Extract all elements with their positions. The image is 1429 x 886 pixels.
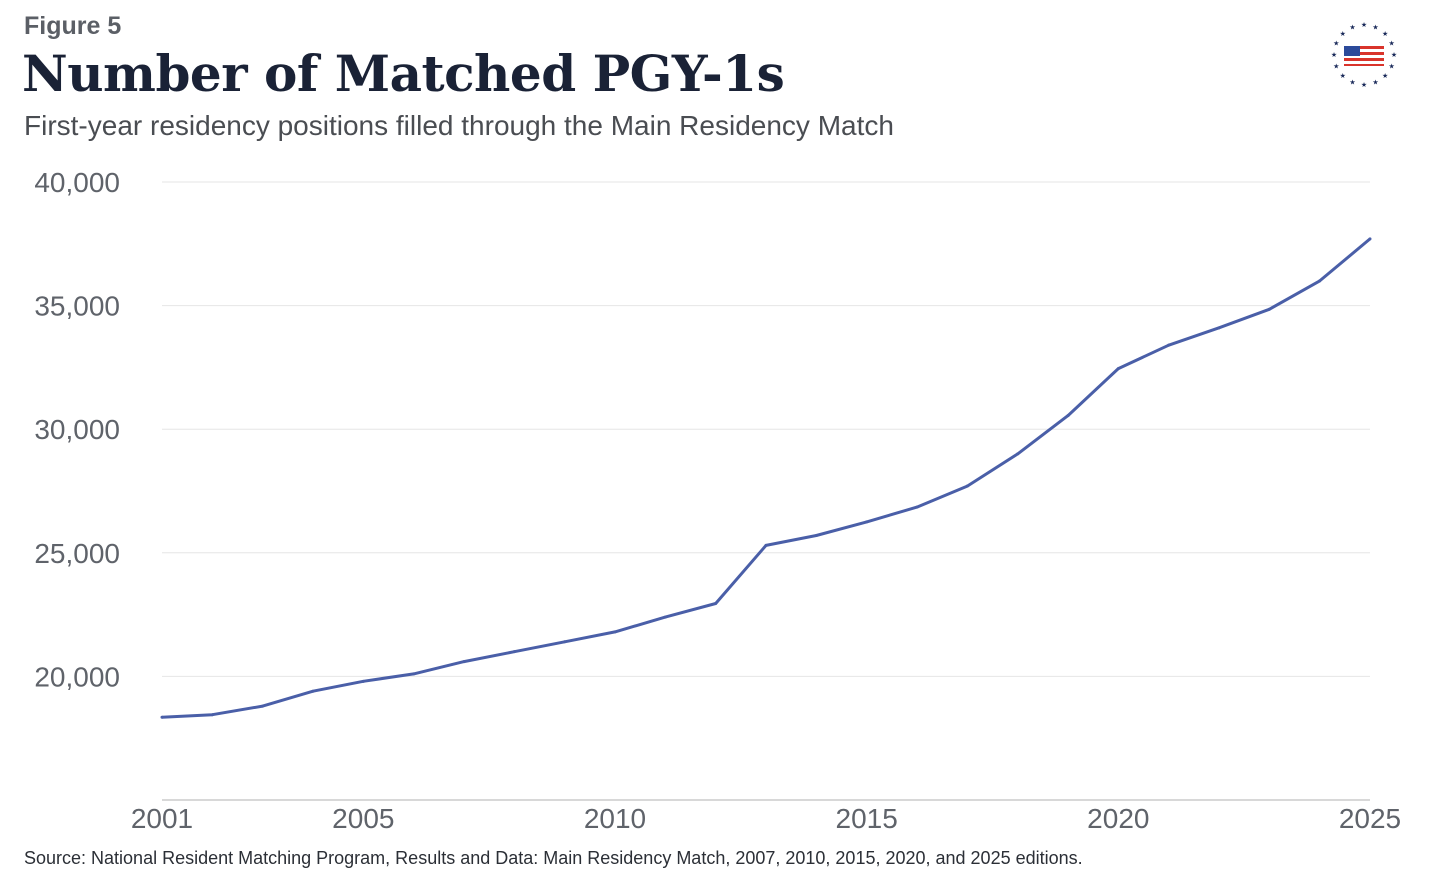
series-points	[160, 237, 1372, 719]
data-point	[512, 650, 516, 654]
star-icon: ★	[1349, 23, 1355, 31]
y-tick-label: 40,000	[34, 167, 120, 198]
data-point	[311, 689, 315, 693]
data-point	[1267, 307, 1271, 311]
data-point	[663, 615, 667, 619]
data-point	[412, 672, 416, 676]
star-icon: ★	[1391, 51, 1397, 59]
x-tick-label: 2001	[131, 803, 193, 834]
star-icon: ★	[1389, 63, 1395, 71]
data-point	[1318, 279, 1322, 283]
star-icon: ★	[1333, 63, 1339, 71]
y-tick-label: 25,000	[34, 538, 120, 569]
x-tick-label: 2025	[1339, 803, 1401, 834]
data-point	[462, 660, 466, 664]
x-axis-ticks: 2001 2005 2010 2015 2020 2025	[131, 803, 1401, 834]
data-point	[361, 679, 365, 683]
series-line	[161, 237, 1371, 719]
logo-stars: ★ ★★★★★★★★★★★★★★★	[1331, 21, 1397, 88]
flag-icon	[1344, 46, 1384, 66]
data-point	[1217, 326, 1221, 330]
y-axis-ticks: 20,000 25,000 30,000 35,000 40,000	[34, 167, 120, 692]
data-point	[965, 484, 969, 488]
data-point	[764, 543, 768, 547]
data-point	[1066, 414, 1070, 418]
figure-label: Figure 5	[24, 12, 122, 40]
star-icon: ★	[1340, 72, 1346, 80]
data-point	[160, 715, 164, 719]
star-icon: ★	[1361, 81, 1367, 88]
data-point	[915, 505, 919, 509]
y-tick-label: 20,000	[34, 661, 120, 692]
star-icon: ★	[1333, 40, 1339, 48]
y-tick-label: 30,000	[34, 414, 120, 445]
star-icon: ★	[1372, 23, 1378, 31]
data-point	[714, 601, 718, 605]
x-tick-label: 2010	[584, 803, 646, 834]
x-tick-label: 2005	[332, 803, 394, 834]
gridlines	[162, 181, 1370, 677]
flag-stars-icon: ★ ★★★★★★★★★★★★★★★	[1331, 21, 1397, 88]
data-point	[1116, 367, 1120, 371]
star-icon: ★	[1331, 51, 1337, 59]
star-icon: ★	[1382, 72, 1388, 80]
data-point	[613, 630, 617, 634]
data-point	[563, 640, 567, 644]
y-tick-label: 35,000	[34, 291, 120, 322]
data-point	[1167, 343, 1171, 347]
star-icon: ★	[1361, 21, 1367, 29]
data-point	[1016, 452, 1020, 456]
data-point	[1368, 237, 1372, 241]
x-tick-label: 2020	[1087, 803, 1149, 834]
star-icon: ★	[1340, 30, 1346, 38]
page-title: Number of Matched PGY-1s	[22, 44, 785, 103]
data-point	[261, 704, 265, 708]
star-icon: ★	[1382, 30, 1388, 38]
page-subtitle: First-year residency positions filled th…	[24, 110, 894, 141]
star-icon: ★	[1372, 79, 1378, 87]
data-point	[210, 713, 214, 717]
data-point	[865, 520, 869, 524]
x-tick-label: 2015	[836, 803, 898, 834]
data-point	[814, 533, 818, 537]
source-note: Source: National Resident Matching Progr…	[24, 848, 1083, 868]
star-icon: ★	[1349, 79, 1355, 87]
star-icon: ★	[1389, 40, 1395, 48]
